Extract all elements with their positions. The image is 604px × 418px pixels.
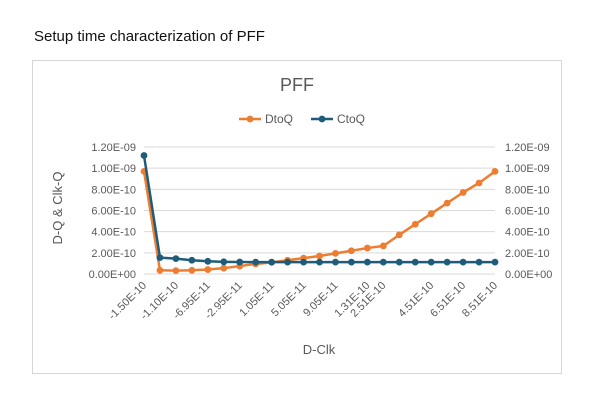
- data-point: [348, 247, 355, 255]
- data-point: [156, 266, 164, 274]
- data-point: [188, 266, 196, 274]
- data-point: [332, 249, 339, 257]
- data-point: [427, 210, 435, 218]
- data-point: [379, 258, 387, 266]
- y-axis-right: 0.00E+00 2.00E-10 4.00E-10 6.00E-10 8.00E-10…: [505, 142, 552, 281]
- data-point: [363, 258, 371, 266]
- data-point: [411, 220, 419, 228]
- chart-frame: PFF DtoQ CtoQ 0.00E+00 2.00E-10 4.00E-10 6.0…: [32, 60, 562, 374]
- y-tick-label-right: 0.00E+00: [505, 269, 552, 281]
- data-point: [379, 242, 387, 250]
- data-point: [204, 266, 212, 273]
- data-point: [220, 264, 228, 272]
- chart-title: PFF: [280, 75, 314, 95]
- data-point: [316, 258, 323, 266]
- y-tick-label-left: 2.00E-10: [91, 248, 136, 260]
- y-tick-label-left: 1.20E-09: [91, 142, 136, 154]
- legend-item-dtoq: DtoQ: [239, 112, 293, 126]
- legend-swatch-marker: [318, 115, 326, 123]
- data-point: [332, 258, 339, 266]
- data-point: [300, 258, 307, 266]
- data-point: [268, 258, 276, 266]
- data-point: [156, 254, 164, 261]
- gridlines: [144, 146, 495, 275]
- data-point: [459, 189, 467, 196]
- data-point: [172, 255, 180, 263]
- chart-svg: PFF DtoQ CtoQ 0.00E+00 2.00E-10 4.00E-10 6.0…: [50, 75, 552, 357]
- data-point: [491, 167, 499, 175]
- data-point: [220, 258, 228, 266]
- legend-swatch-marker: [246, 115, 254, 123]
- y-tick-label-right: 2.00E-10: [505, 248, 550, 260]
- data-point: [411, 258, 419, 266]
- x-tick-label: 8.51E-10: [460, 280, 500, 320]
- y-tick-label-left: 4.00E-10: [91, 227, 136, 239]
- legend-item-ctoq: CtoQ: [311, 112, 365, 126]
- data-point: [475, 258, 483, 266]
- y-axis-label: D-Q & Clk-Q: [50, 172, 65, 245]
- data-point: [348, 258, 355, 266]
- y-tick-label-right: 8.00E-10: [505, 184, 550, 196]
- chart-legend: DtoQ CtoQ: [239, 112, 365, 126]
- data-point: [395, 258, 403, 266]
- data-point: [204, 257, 212, 265]
- y-tick-label-right: 1.00E-09: [505, 163, 550, 175]
- data-point: [443, 199, 451, 207]
- data-point: [459, 258, 467, 266]
- data-point: [491, 258, 499, 266]
- y-tick-label-right: 4.00E-10: [505, 227, 550, 239]
- y-axis-left: 0.00E+00 2.00E-10 4.00E-10 6.00E-10 8.00E-10…: [89, 142, 136, 281]
- page-heading: Setup time characterization of PFF: [34, 28, 265, 45]
- data-point: [363, 244, 371, 252]
- y-tick-label-left: 0.00E+00: [89, 269, 136, 281]
- data-point: [172, 267, 180, 275]
- y-tick-label-left: 1.00E-09: [91, 163, 136, 175]
- data-point: [316, 252, 323, 260]
- data-point: [427, 258, 435, 266]
- y-tick-label-left: 8.00E-10: [91, 184, 136, 196]
- legend-label: DtoQ: [265, 112, 293, 126]
- data-point: [188, 256, 196, 264]
- data-point: [443, 258, 451, 266]
- x-axis-label: D-Clk: [303, 342, 336, 357]
- series-layer: [140, 152, 499, 275]
- series-dtoq: [140, 167, 499, 275]
- data-point: [284, 258, 291, 266]
- data-point: [475, 179, 483, 187]
- y-tick-label-right: 6.00E-10: [505, 206, 550, 218]
- x-axis: -1.50E-10-1.10E-10-6.95E-11-2.95E-111.05…: [106, 280, 500, 323]
- data-point: [140, 152, 148, 159]
- data-point: [252, 258, 260, 266]
- series-line-ctoq: [142, 155, 495, 264]
- y-tick-label-right: 1.20E-09: [505, 142, 550, 154]
- y-tick-label-left: 6.00E-10: [91, 206, 136, 218]
- data-point: [236, 258, 244, 266]
- data-point: [395, 231, 403, 239]
- series-ctoq: [140, 152, 499, 266]
- legend-label: CtoQ: [337, 112, 365, 126]
